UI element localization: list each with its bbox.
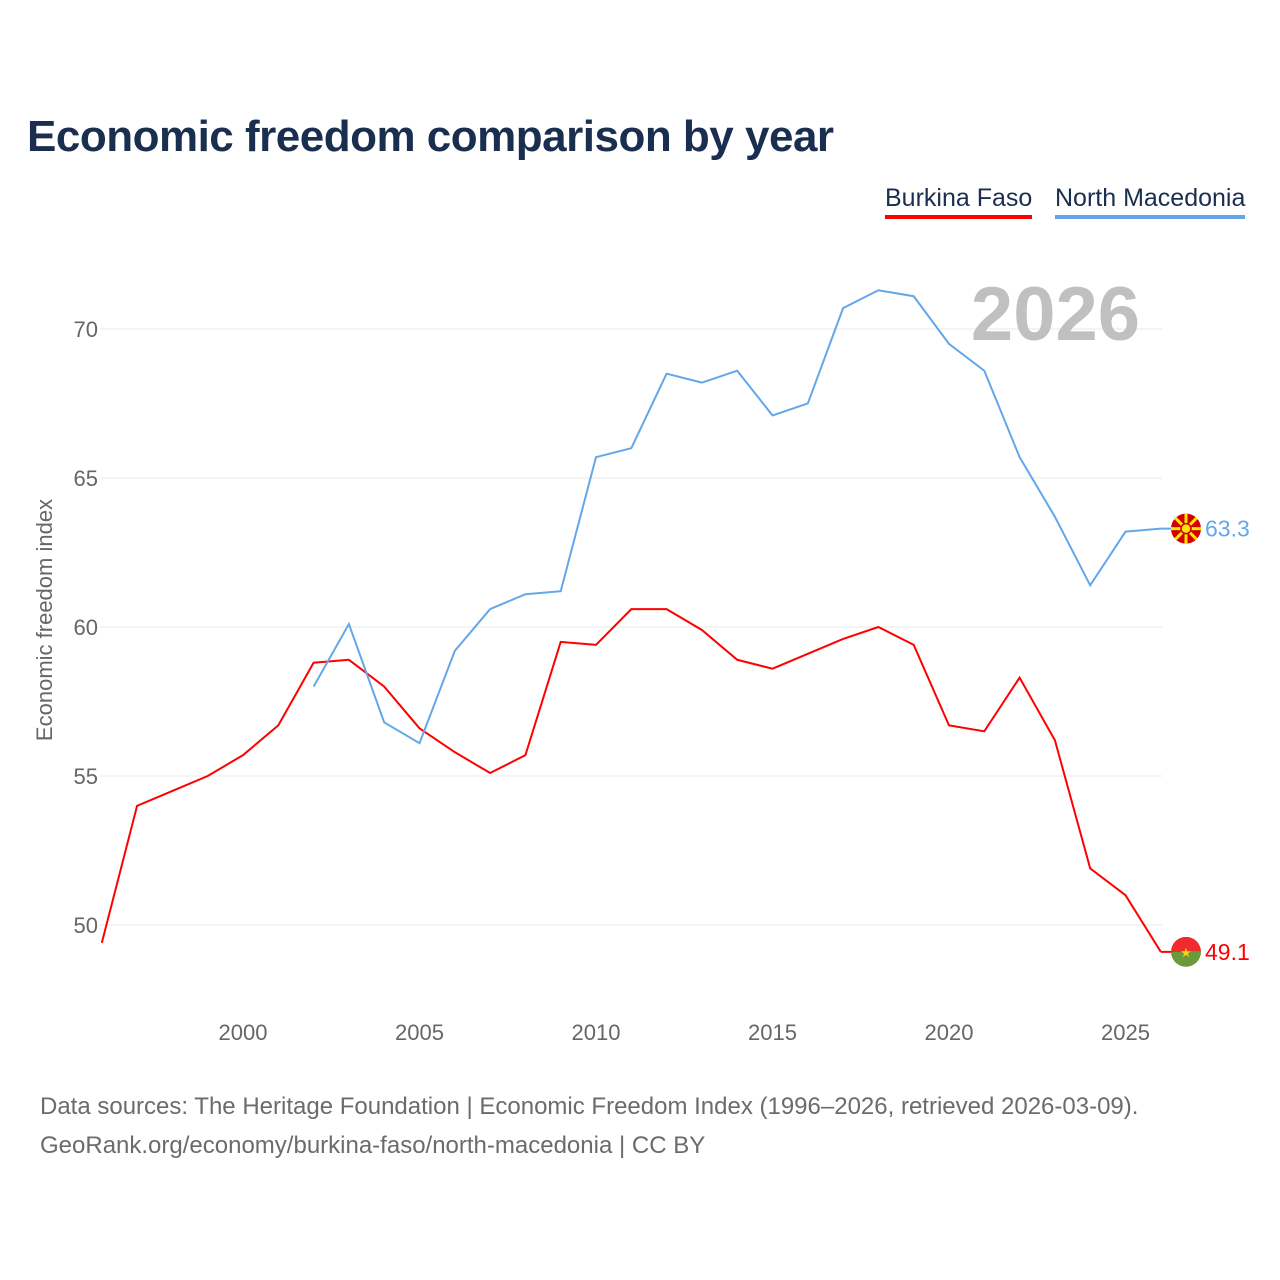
year-watermark: 2026 (971, 272, 1140, 357)
end-value-label: 63.3 (1205, 516, 1250, 542)
x-tick-label: 2020 (925, 1020, 974, 1045)
y-tick-label: 50 (74, 913, 98, 938)
x-tick-label: 2025 (1101, 1020, 1150, 1045)
footer-link[interactable]: GeoRank.org/economy/burkina-faso/north-m… (40, 1132, 706, 1159)
burkina-faso-flag-icon: ★ (1171, 936, 1201, 967)
north-macedonia-flag-icon (1171, 513, 1201, 544)
end-value-label: 49.1 (1205, 939, 1250, 965)
x-tick-label: 2005 (395, 1020, 444, 1045)
footer: Data sources: The Heritage Foundation | … (40, 1087, 1138, 1165)
x-tick-label: 2000 (219, 1020, 268, 1045)
legend-north-macedonia[interactable]: North Macedonia (1055, 184, 1246, 219)
footer-sources: Data sources: The Heritage Foundation | … (40, 1093, 1139, 1120)
series-line-north-macedonia[interactable] (312, 289, 1161, 745)
series-line-burkina-faso[interactable] (100, 608, 1162, 953)
y-axis-label: Economic freedom index (32, 499, 57, 741)
chart-title: Economic freedom comparison by year (27, 112, 834, 161)
y-tick-label: 60 (74, 615, 98, 640)
y-tick-label: 70 (74, 317, 98, 342)
x-tick-label: 2015 (748, 1020, 797, 1045)
x-tick-label: 2010 (572, 1020, 621, 1045)
legend-burkina-faso[interactable]: Burkina Faso (885, 184, 1033, 219)
svg-text:★: ★ (1180, 945, 1192, 960)
y-tick-label: 55 (74, 764, 98, 789)
y-tick-label: 65 (74, 466, 98, 491)
